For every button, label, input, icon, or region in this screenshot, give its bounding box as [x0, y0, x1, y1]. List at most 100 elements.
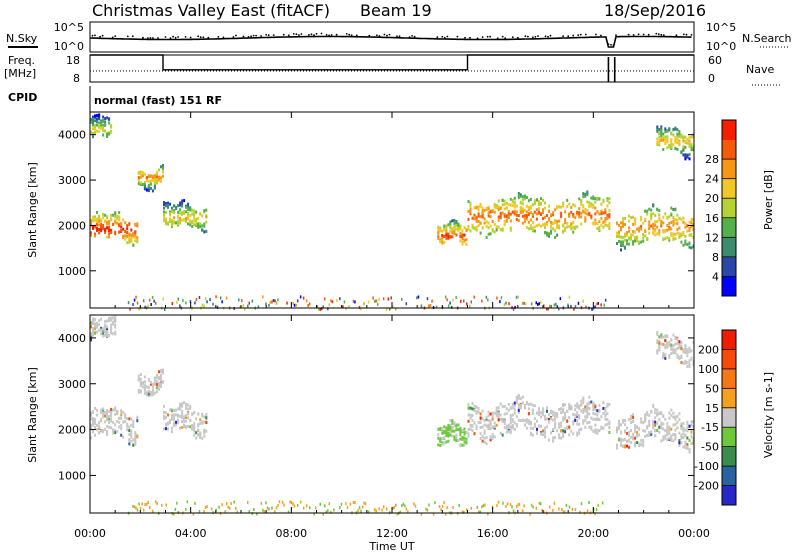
echo-cell — [666, 129, 669, 133]
echo-cell — [608, 221, 611, 225]
echo-cell — [104, 122, 107, 126]
echo-cell — [676, 132, 679, 136]
echo-cell — [104, 323, 107, 327]
echo-cell — [652, 403, 655, 407]
echo-cell — [160, 176, 162, 180]
echo-cell — [505, 301, 507, 305]
echo-cell — [199, 422, 202, 425]
echo-cell — [552, 211, 555, 215]
echo-cell — [94, 324, 96, 328]
echo-cell — [201, 303, 204, 307]
echo-cell — [455, 439, 458, 443]
echo-cell — [458, 504, 460, 508]
echo-cell — [650, 208, 653, 212]
echo-cell — [187, 416, 190, 420]
echo-cell — [439, 228, 442, 232]
echo-cell — [604, 220, 607, 224]
echo-cell — [345, 502, 347, 506]
echo-cell — [104, 213, 107, 217]
echo-cell — [189, 208, 192, 212]
echo-cell — [145, 502, 148, 506]
echo-cell — [104, 427, 107, 431]
nsearch-dot — [272, 34, 275, 36]
echo-cell — [690, 218, 693, 221]
echo-cell — [440, 508, 442, 512]
nsky-label: N.Sky — [6, 32, 38, 45]
echo-cell — [564, 226, 567, 230]
echo-cell — [660, 221, 663, 225]
echo-cell — [94, 124, 96, 128]
echo-cell — [275, 301, 278, 305]
echo-cell — [664, 353, 667, 356]
echo-cell — [137, 377, 140, 381]
echo-cell — [185, 414, 188, 417]
echo-cell — [676, 347, 679, 350]
echo-cell — [92, 118, 94, 122]
echo-cell — [289, 500, 291, 504]
echo-cell — [171, 218, 173, 222]
colorbar-tick-label: 200 — [698, 343, 719, 356]
echo-cell — [550, 304, 552, 308]
echo-cell — [505, 214, 508, 218]
echo-cell — [658, 143, 661, 147]
echo-cell — [544, 222, 546, 226]
echo-cell — [114, 315, 117, 319]
echo-cell — [471, 414, 474, 418]
echo-cell — [491, 228, 494, 231]
echo-cell — [139, 506, 142, 510]
echo-cell — [578, 414, 581, 418]
nsearch-dot — [310, 33, 313, 36]
echo-cell — [183, 210, 186, 213]
echo-cell — [389, 307, 391, 311]
echo-cell — [162, 370, 164, 374]
echo-cell — [268, 303, 270, 307]
echo-cell — [487, 419, 490, 422]
echo-cell — [540, 213, 542, 216]
echo-cell — [586, 200, 589, 204]
echo-cell — [646, 424, 649, 428]
echo-cell — [128, 425, 131, 429]
echo-cell — [133, 505, 136, 509]
echo-cell — [527, 205, 530, 209]
echo-cell — [443, 240, 446, 244]
echo-cell — [185, 219, 188, 223]
echo-cell — [100, 408, 103, 412]
echo-cell — [562, 224, 565, 228]
echo-cell — [515, 423, 518, 426]
echo-cell — [632, 413, 635, 417]
echo-cell — [100, 123, 103, 127]
echo-cell — [139, 181, 142, 185]
echo-cell — [470, 506, 472, 510]
echo-cell — [230, 502, 232, 505]
echo-cell — [582, 410, 585, 414]
echo-cell — [155, 171, 158, 174]
echo-cell — [136, 419, 139, 423]
velocity-ylabel: Slant Range [km] — [26, 367, 39, 463]
echo-cell — [205, 416, 208, 420]
echo-cell — [503, 199, 506, 203]
echo-cell — [666, 345, 669, 349]
echo-cell — [420, 512, 423, 516]
echo-cell — [509, 203, 512, 207]
echo-cell — [126, 424, 129, 428]
echo-cell — [139, 389, 142, 393]
echo-cell — [556, 412, 559, 416]
echo-cell — [600, 202, 603, 206]
echo-cell — [429, 304, 432, 307]
date-label: 18/Sep/2016 — [604, 1, 706, 20]
echo-cell — [141, 173, 144, 177]
echo-cell — [319, 307, 321, 311]
echo-cell — [670, 132, 673, 136]
echo-cell — [143, 388, 146, 392]
echo-cell — [576, 411, 579, 415]
echo-cell — [104, 120, 107, 124]
echo-cell — [686, 429, 689, 433]
echo-cell — [660, 411, 663, 415]
echo-cell — [604, 423, 607, 427]
echo-cell — [608, 227, 611, 230]
echo-cell — [592, 403, 595, 406]
echo-cell — [568, 405, 571, 409]
echo-cell — [680, 356, 683, 359]
echo-cell — [155, 178, 158, 182]
